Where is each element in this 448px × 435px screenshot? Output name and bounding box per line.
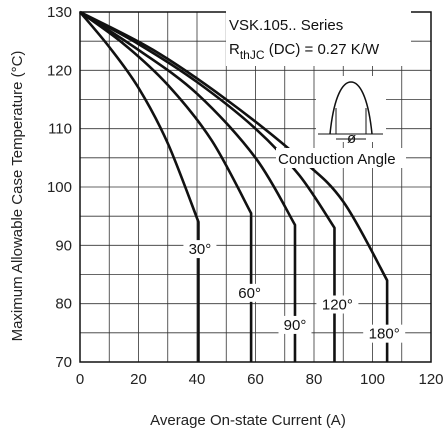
x-tick-label: 120	[418, 371, 443, 388]
rth-subscript: thJC	[240, 48, 265, 62]
conduction-label-backdrop	[276, 148, 406, 168]
phi-symbol: ø	[347, 130, 356, 147]
conduction-angle-label: Conduction Angle	[278, 151, 396, 168]
curve-30-deg	[79, 11, 200, 362]
curve-label-backdrop	[183, 240, 217, 259]
curve-label-backdrop	[233, 283, 267, 302]
x-tick-label: 40	[189, 371, 206, 388]
sine-half-wave	[329, 81, 373, 135]
y-tick-label: 110	[48, 121, 72, 138]
curves	[79, 10, 389, 362]
y-tick-label: 130	[47, 4, 72, 21]
x-tick-label: 60	[247, 371, 264, 388]
y-tick-labels: 70 80 90 100 110 120 130	[47, 4, 72, 371]
x-tick-label: 80	[306, 371, 323, 388]
curve-label: 60°	[238, 285, 261, 302]
rth-value: (DC) = 0.27 K/W	[265, 41, 380, 58]
curve-label-backdrop	[316, 295, 359, 314]
curve-label: 120°	[322, 297, 353, 314]
sketch-backdrop	[316, 76, 386, 142]
curve-label-backdrop	[363, 324, 406, 343]
curve-180-deg	[79, 10, 389, 362]
y-tick-label: 100	[47, 179, 72, 196]
series-title: VSK.105.. Series	[229, 17, 343, 34]
x-tick-label: 20	[130, 371, 147, 388]
curve-labels: 30° 60° 90° 120° 180°	[183, 240, 406, 343]
y-tick-label: 80	[55, 296, 72, 313]
x-tick-labels: 0 20 40 60 80 100 120	[76, 371, 444, 388]
curve-60-deg	[79, 10, 253, 362]
x-tick-label: 0	[76, 371, 84, 388]
curve-label: 30°	[189, 241, 212, 258]
rth-symbol: R	[229, 41, 240, 58]
x-tick-label: 100	[360, 371, 385, 388]
annotation-backdrop	[226, 8, 411, 66]
curve-label: 90°	[284, 317, 307, 334]
curve-120-deg	[79, 10, 336, 362]
curve-90-deg	[79, 10, 297, 362]
y-tick-label: 120	[47, 62, 72, 79]
thermal-resistance: RthJC (DC) = 0.27 K/W	[229, 41, 380, 62]
y-tick-label: 70	[55, 354, 72, 371]
x-axis-title: Average On-state Current (A)	[150, 412, 346, 429]
curve-label: 180°	[369, 326, 400, 343]
y-tick-label: 90	[55, 237, 72, 254]
conduction-angle-sketch: ø Conduction Angle	[276, 76, 406, 168]
curve-label-backdrop	[278, 315, 312, 334]
y-axis-title: Maximum Allowable Case Temperature (°C)	[9, 51, 26, 342]
